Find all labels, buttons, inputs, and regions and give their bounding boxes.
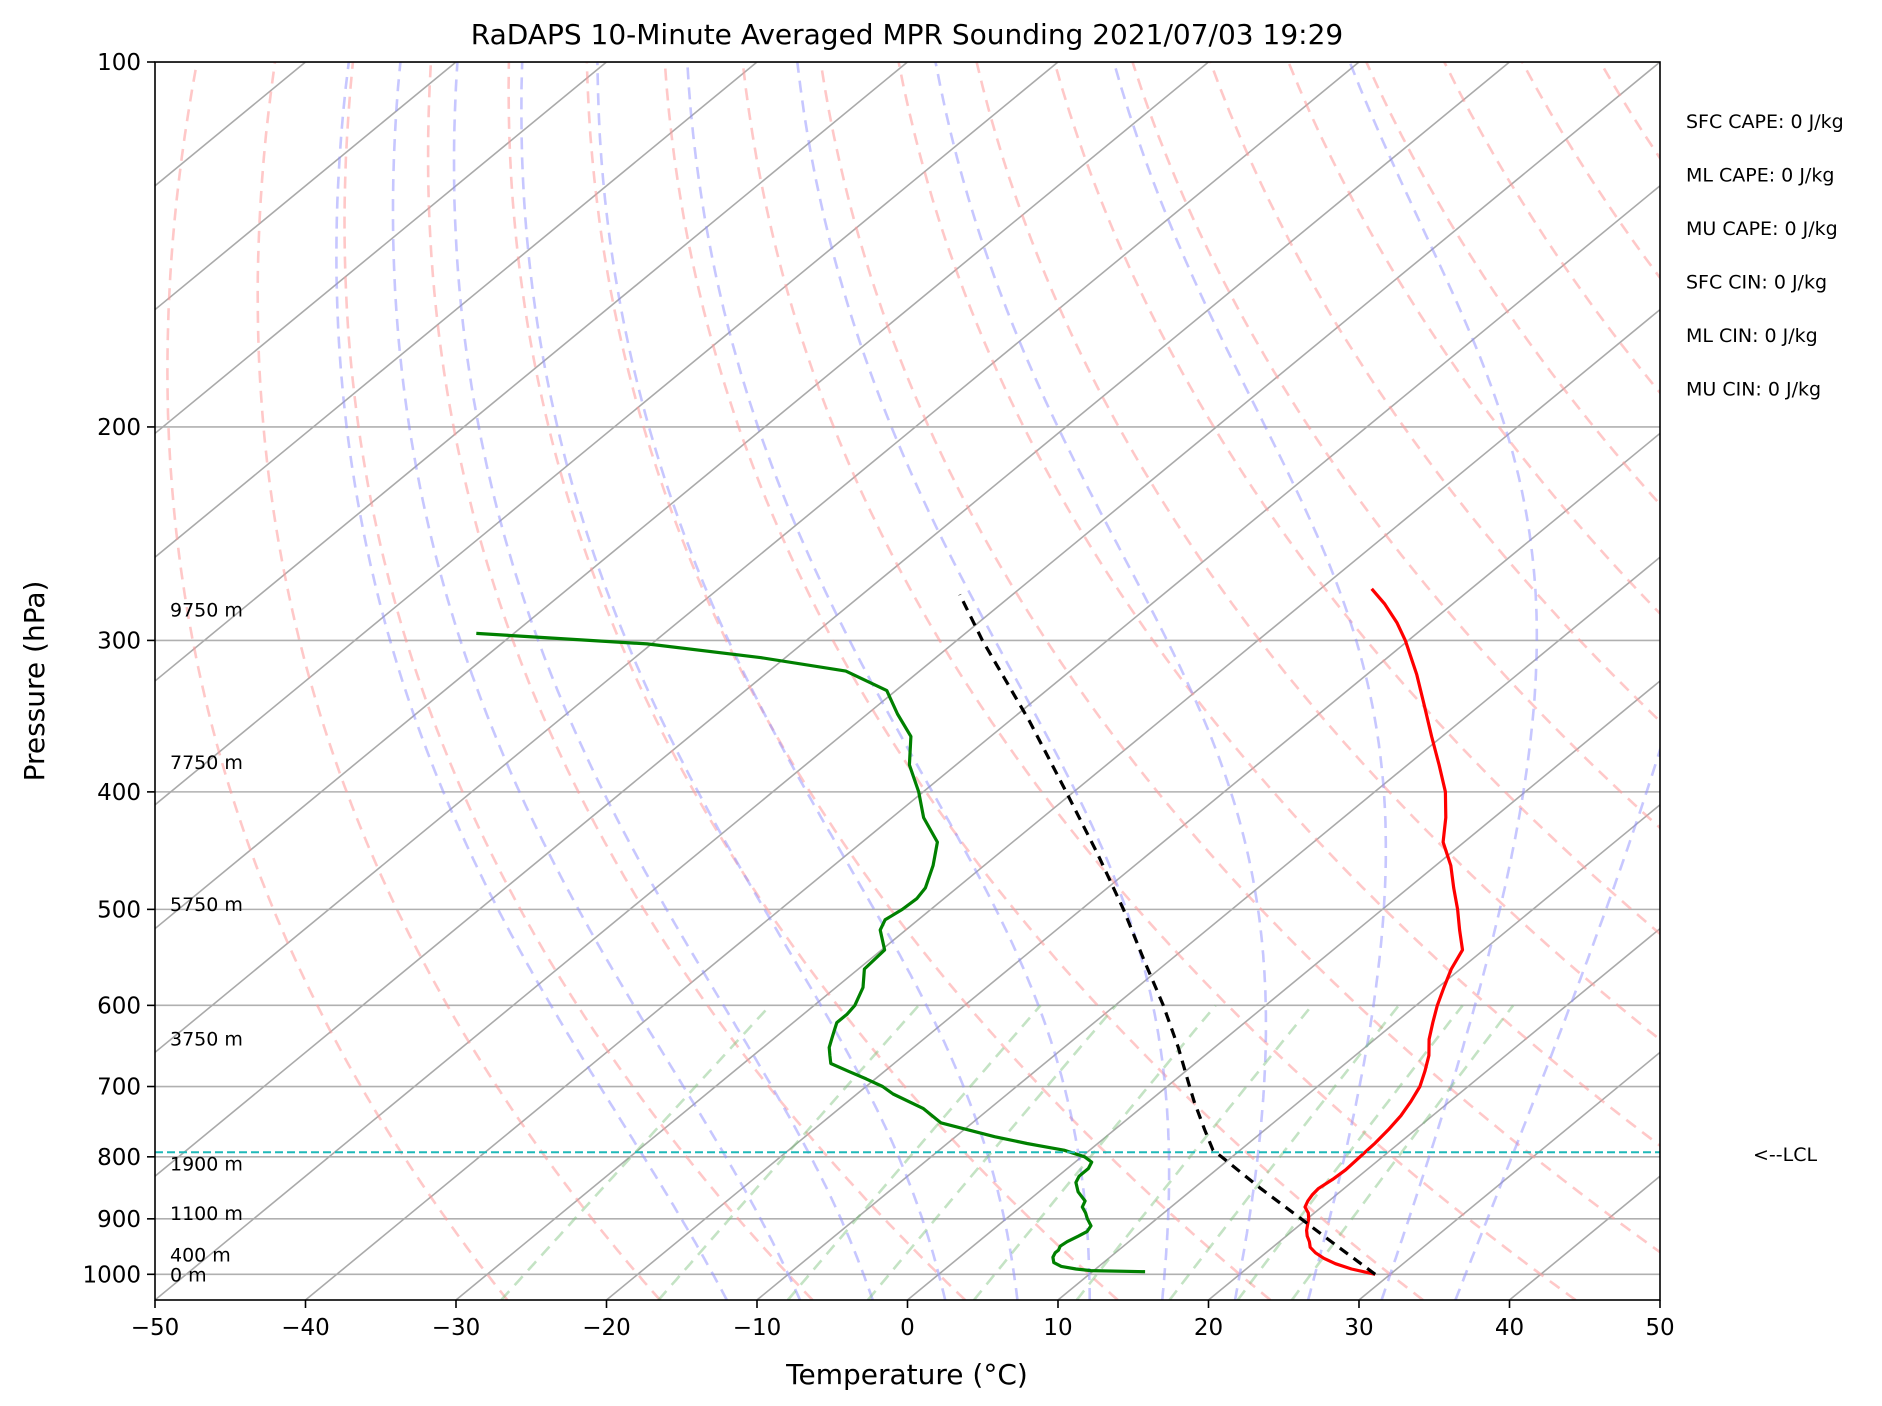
mixing-ratio-line xyxy=(786,1004,1042,1300)
mixing-ratio-line xyxy=(500,1004,772,1300)
y-axis-label: Pressure (hPa) xyxy=(18,581,51,782)
dry-adiabat-line xyxy=(819,62,1660,1254)
mixing-ratio-line xyxy=(1236,1004,1464,1300)
isotherm-line xyxy=(155,62,1059,806)
x-tick-label: −30 xyxy=(432,1315,481,1341)
y-tick-label: 1000 xyxy=(82,1262,141,1288)
moist-adiabat-line xyxy=(1112,62,1388,1300)
x-tick-label: −10 xyxy=(733,1315,782,1341)
mixing-ratio-line xyxy=(657,1004,920,1300)
isotherm-line xyxy=(155,62,457,311)
y-tick-label: 200 xyxy=(97,415,141,441)
isotherm-line xyxy=(155,62,909,683)
stat-label: ML CIN: 0 J/kg xyxy=(1686,325,1818,347)
x-axis-label: Temperature (°C) xyxy=(785,1358,1028,1391)
x-tick-label: 50 xyxy=(1645,1315,1674,1341)
mixing-ratio-line xyxy=(866,1004,1117,1300)
x-tick-label: 10 xyxy=(1043,1315,1072,1341)
y-tick-label: 700 xyxy=(97,1075,141,1101)
isotherm-line xyxy=(455,308,1660,1300)
dry-adiabat-line xyxy=(975,62,1660,1042)
dry-adiabat-line xyxy=(663,62,1424,1300)
x-axis: −50 −40 −30 −20 −10 0 10 20 30 40 50 xyxy=(131,1300,1675,1341)
lcl-label: <--LCL xyxy=(1753,1144,1817,1166)
isotherm-line xyxy=(906,679,1660,1300)
dry-adiabat-line xyxy=(507,62,1119,1300)
dry-adiabat-line xyxy=(343,62,814,1300)
mixing-ratio-line xyxy=(972,1004,1217,1300)
isotherm-line xyxy=(1057,803,1660,1300)
chart-title: RaDAPS 10-Minute Averaged MPR Sounding 2… xyxy=(471,18,1343,51)
dry-adiabat-line xyxy=(585,62,1272,1300)
moist-adiabat-line xyxy=(1454,62,1660,1300)
moist-adiabat-line xyxy=(391,62,802,1300)
mixing-ratio-line xyxy=(1290,1004,1515,1300)
y-tick-label: 900 xyxy=(97,1207,141,1233)
isotherm-line xyxy=(155,62,1360,1054)
stat-label: ML CAPE: 0 J/kg xyxy=(1686,165,1834,187)
isotherm-line xyxy=(155,62,608,435)
dewpoint-profile-line xyxy=(476,631,1146,1274)
mixing-ratio-line xyxy=(1075,1004,1314,1300)
data-lines xyxy=(155,587,1660,1276)
y-tick-label: 500 xyxy=(97,897,141,923)
isotherm-line xyxy=(155,62,1210,930)
height-label: 9750 m xyxy=(170,600,243,622)
moist-adiabat-line xyxy=(934,62,1268,1300)
moist-adiabat-line xyxy=(796,62,1171,1300)
x-tick-label: −50 xyxy=(131,1315,180,1341)
y-tick-label: 400 xyxy=(97,780,141,806)
isotherm-line xyxy=(155,62,1511,1178)
y-tick-label: 600 xyxy=(97,993,141,1019)
dry-adiabat-line xyxy=(741,62,1577,1300)
dry-adiabat-line xyxy=(426,62,967,1300)
moist-adiabat-line xyxy=(335,62,729,1300)
x-tick-label: −40 xyxy=(281,1315,330,1341)
height-label: 3750 m xyxy=(170,1029,243,1051)
stat-label: MU CIN: 0 J/kg xyxy=(1686,379,1821,401)
y-tick-label: 300 xyxy=(97,628,141,654)
x-tick-label: 20 xyxy=(1194,1315,1223,1341)
height-label: 0 m xyxy=(170,1264,207,1286)
x-tick-label: 40 xyxy=(1495,1315,1524,1341)
height-label: 7750 m xyxy=(170,752,243,774)
isotherm-line xyxy=(1207,927,1660,1300)
isotherm-line xyxy=(155,62,758,559)
dry-adiabat-line xyxy=(166,62,509,1300)
height-label: 1100 m xyxy=(170,1203,243,1225)
moist-adiabat-line xyxy=(452,62,874,1300)
isotherm-line xyxy=(1358,1051,1660,1300)
stats-panel: SFC CAPE: 0 J/kg ML CAPE: 0 J/kg MU CAPE: … xyxy=(1686,111,1844,401)
dry-adiabat-line xyxy=(256,62,661,1300)
mixing-ratio-line xyxy=(1168,1004,1400,1300)
moist-adiabat-line xyxy=(520,62,947,1300)
stat-label: SFC CIN: 0 J/kg xyxy=(1686,272,1827,294)
x-tick-label: −20 xyxy=(582,1315,631,1341)
y-tick-label: 100 xyxy=(97,50,141,76)
isotherm-line xyxy=(155,62,1660,1300)
stat-label: MU CAPE: 0 J/kg xyxy=(1686,218,1838,240)
y-tick-label: 800 xyxy=(97,1145,141,1171)
temperature-profile-line xyxy=(1303,587,1465,1276)
background-lines xyxy=(155,62,1660,1300)
moist-adiabat-line xyxy=(596,62,1019,1300)
isotherm-line xyxy=(756,556,1660,1300)
height-label: 5750 m xyxy=(170,894,243,916)
y-axis: 100 200 300 400 500 600 700 800 900 1000 xyxy=(82,50,155,1288)
dry-adiabat-line xyxy=(897,62,1660,1148)
parcel-profile-line xyxy=(958,593,1377,1276)
x-tick-label: 0 xyxy=(900,1315,915,1341)
isotherm-line xyxy=(304,184,1660,1300)
moist-adiabat-line xyxy=(1348,62,1539,1300)
height-label: 400 m xyxy=(170,1244,231,1266)
x-tick-label: 30 xyxy=(1344,1315,1373,1341)
height-label: 1900 m xyxy=(170,1153,243,1175)
isotherm-line xyxy=(605,432,1660,1300)
stat-label: SFC CAPE: 0 J/kg xyxy=(1686,111,1844,133)
